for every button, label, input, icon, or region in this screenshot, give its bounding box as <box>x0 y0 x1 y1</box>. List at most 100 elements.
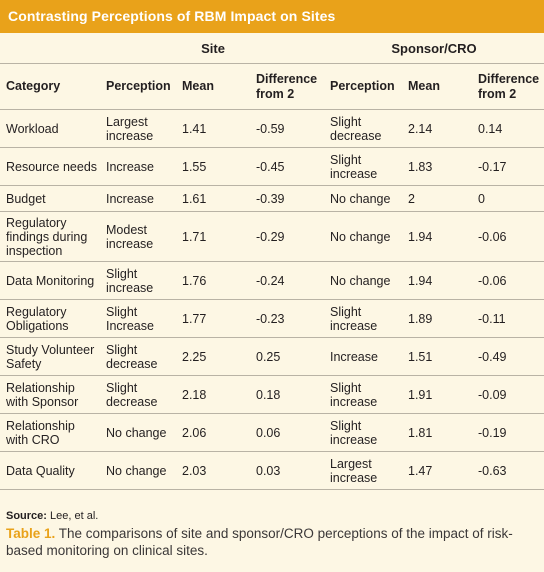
perceptions-table: Site Sponsor/CRO Category Perception Mea… <box>0 33 544 490</box>
table-cell: -0.63 <box>472 451 544 490</box>
column-header: Perception <box>324 63 402 110</box>
table-cell: Data Quality <box>0 451 100 490</box>
table-cell: No change <box>100 451 176 490</box>
table-cell: 1.61 <box>176 185 250 212</box>
table-cell: 1.55 <box>176 147 250 186</box>
caption-label: Table 1. <box>6 526 56 541</box>
table-cell: 2.25 <box>176 337 250 376</box>
sponsor-group-header: Sponsor/CRO <box>391 40 477 56</box>
table-caption: Table 1. The comparisons of site and spo… <box>6 525 538 559</box>
table-cell: Increase <box>100 147 176 186</box>
table-cell: 1.77 <box>176 299 250 338</box>
table-cell: 1.91 <box>402 375 472 414</box>
table-cell: Relationship with Sponsor <box>0 375 100 414</box>
table-cell: Slight decrease <box>324 109 402 148</box>
table-row: Relationship with CRO No change 2.06 0.06 Sl… <box>0 413 544 452</box>
table-cell: -0.24 <box>250 261 324 300</box>
table-cell: 2.03 <box>176 451 250 490</box>
table-cell: Slight increase <box>324 375 402 414</box>
column-header: Category <box>0 63 100 110</box>
table-cell: No change <box>100 413 176 452</box>
table-cell: Workload <box>0 109 100 148</box>
table-cell: Regulatory findings during inspection <box>0 211 100 262</box>
table-cell: Slight decrease <box>100 375 176 414</box>
table-cell: Relationship with CRO <box>0 413 100 452</box>
table-cell: Largest increase <box>100 109 176 148</box>
table-cell: Increase <box>324 337 402 376</box>
table-cell: 1.83 <box>402 147 472 186</box>
source-text: Lee, et al. <box>46 510 99 522</box>
table-cell: -0.45 <box>250 147 324 186</box>
table-cell: -0.06 <box>472 261 544 300</box>
column-header: Perception <box>100 63 176 110</box>
table-cell: -0.09 <box>472 375 544 414</box>
table-cell: Slight increase <box>324 299 402 338</box>
table-cell: -0.06 <box>472 211 544 262</box>
table-cell: 1.71 <box>176 211 250 262</box>
table-cell: 0.06 <box>250 413 324 452</box>
table-cell: No change <box>324 185 402 212</box>
table-cell: No change <box>324 211 402 262</box>
column-header: Mean <box>176 63 250 110</box>
table-cell: 1.51 <box>402 337 472 376</box>
column-header-row: Category Perception Mean Difference from… <box>0 63 544 110</box>
table-row: Workload Largest increase 1.41 -0.59 Slight … <box>0 109 544 148</box>
table-cell: Modest increase <box>100 211 176 262</box>
table-cell: 0.18 <box>250 375 324 414</box>
table-cell: -0.59 <box>250 109 324 148</box>
table-cell: -0.23 <box>250 299 324 338</box>
table-cell: 2 <box>402 185 472 212</box>
caption-text: The comparisons of site and sponsor/CRO … <box>6 526 513 558</box>
table-cell: 1.94 <box>402 261 472 300</box>
table-cell: -0.29 <box>250 211 324 262</box>
table-cell: Regulatory Obligations <box>0 299 100 338</box>
source-label: Source: <box>6 510 47 522</box>
table-cell: -0.11 <box>472 299 544 338</box>
table-cell: No change <box>324 261 402 300</box>
table-cell: -0.17 <box>472 147 544 186</box>
column-header: Mean <box>402 63 472 110</box>
table-cell: 1.41 <box>176 109 250 148</box>
table-cell: 0.14 <box>472 109 544 148</box>
table-row: Data Quality No change 2.03 0.03 Largest inc… <box>0 451 544 490</box>
table-cell: 0.03 <box>250 451 324 490</box>
table-cell: Slight increase <box>324 147 402 186</box>
table-row: Resource needs Increase 1.55 -0.45 Slight in… <box>0 147 544 186</box>
table-cell: 1.47 <box>402 451 472 490</box>
table-cell: 2.14 <box>402 109 472 148</box>
table-cell: 0 <box>472 185 544 212</box>
table-cell: 2.06 <box>176 413 250 452</box>
table-cell: Slight increase <box>100 261 176 300</box>
table-cell: -0.49 <box>472 337 544 376</box>
table-cell: Slight increase <box>324 413 402 452</box>
table-row: Regulatory findings during inspection Mod… <box>0 211 544 262</box>
table-cell: 2.18 <box>176 375 250 414</box>
table-cell: 0.25 <box>250 337 324 376</box>
table-cell: -0.39 <box>250 185 324 212</box>
table-cell: Data Monitoring <box>0 261 100 300</box>
group-header-row: Site Sponsor/CRO <box>0 33 544 64</box>
table-title: Contrasting Perceptions of RBM Impact on… <box>0 0 544 33</box>
table-cell: 1.94 <box>402 211 472 262</box>
table-body: Workload Largest increase 1.41 -0.59 Slight … <box>0 109 544 490</box>
table-cell: Study Volunteer Safety <box>0 337 100 376</box>
table-row: Study Volunteer Safety Slight decrease 2.2… <box>0 337 544 376</box>
table-cell: Slight decrease <box>100 337 176 376</box>
table-cell: 1.76 <box>176 261 250 300</box>
site-group-header: Site <box>201 40 225 56</box>
table-cell: Budget <box>0 185 100 212</box>
table-cell: 1.89 <box>402 299 472 338</box>
table-cell: 1.81 <box>402 413 472 452</box>
table-cell: Slight Increase <box>100 299 176 338</box>
table-row: Regulatory Obligations Slight Increase 1.7… <box>0 299 544 338</box>
table-cell: Resource needs <box>0 147 100 186</box>
table-cell: Largest increase <box>324 451 402 490</box>
table-row: Data Monitoring Slight increase 1.76 -0.24 N… <box>0 261 544 300</box>
table-cell: -0.19 <box>472 413 544 452</box>
column-header: Difference from 2 <box>472 63 544 110</box>
table-row: Budget Increase 1.61 -0.39 No change 2 0 <box>0 185 544 212</box>
source-note: Source: Lee, et al. <box>6 510 98 522</box>
table-cell: Increase <box>100 185 176 212</box>
column-header: Difference from 2 <box>250 63 324 110</box>
table-row: Relationship with Sponsor Slight decrease… <box>0 375 544 414</box>
